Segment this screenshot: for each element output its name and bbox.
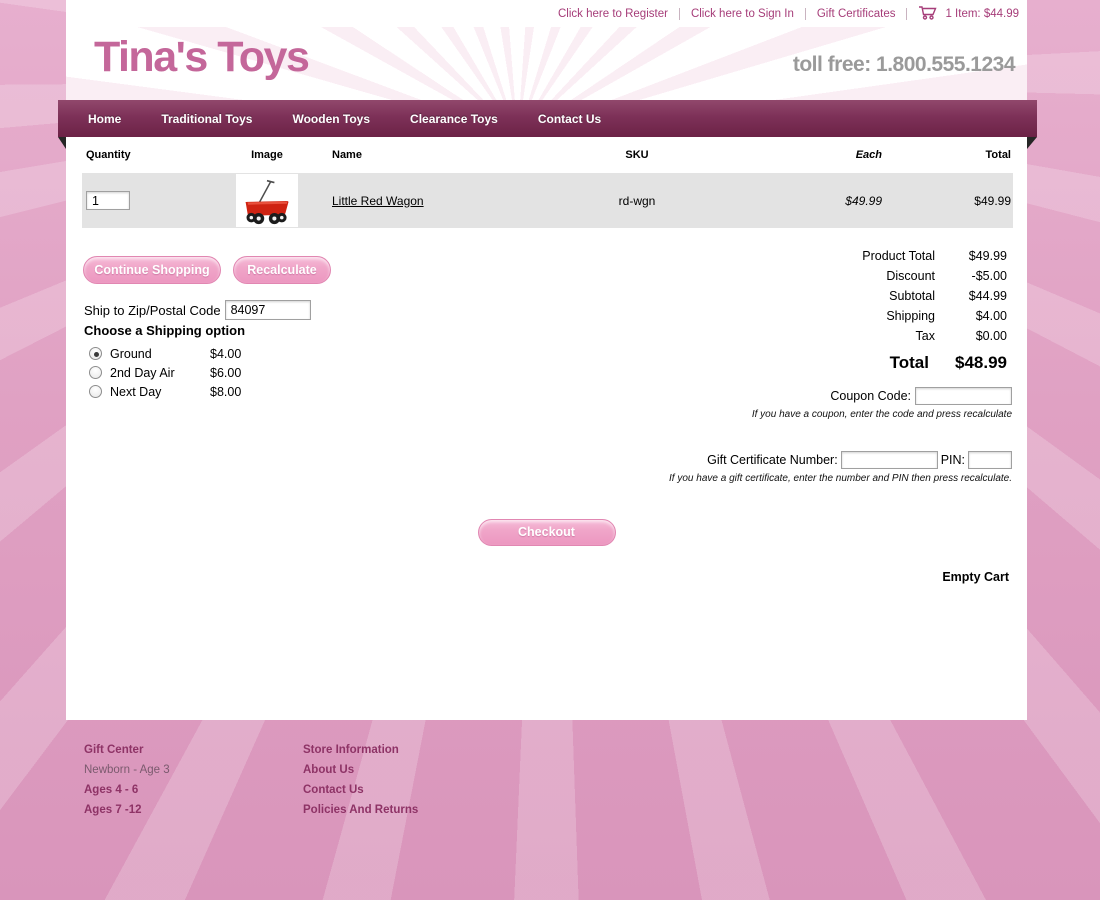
tax-label: Tax xyxy=(915,329,935,343)
gift-certificate-label: Gift Certificate Number: xyxy=(707,453,838,467)
total-row-shipping: Shipping $4.00 xyxy=(862,309,1007,329)
cart-item-row: Little Red Wagon rd-wgn $49.99 $49.99 xyxy=(82,173,1013,228)
2nd-day-air-label: 2nd Day Air xyxy=(110,365,175,380)
discount-label: Discount xyxy=(886,269,935,283)
product-name-link[interactable]: Little Red Wagon xyxy=(332,193,424,208)
subtotal-label: Subtotal xyxy=(889,289,935,303)
gift-certificate-input[interactable] xyxy=(840,451,938,469)
ground-label: Ground xyxy=(110,346,152,361)
header-each: Each xyxy=(855,149,882,161)
footer-link-about-us[interactable]: About Us xyxy=(303,764,355,776)
shipping-option-next-day: Next Day $8.00 xyxy=(84,382,245,401)
pin-input[interactable] xyxy=(968,451,1012,469)
shipping-label: Shipping xyxy=(886,309,935,323)
utility-bar: Click here to Register Click here to Sig… xyxy=(66,0,1027,27)
header-total: Total xyxy=(985,149,1011,161)
checkout-area: Checkout xyxy=(66,519,1027,546)
product-image[interactable] xyxy=(236,174,298,227)
checkout-button[interactable]: Checkout xyxy=(477,519,616,546)
header-image: Image xyxy=(251,149,283,161)
grand-total-value: $48.99 xyxy=(955,353,1007,372)
cart-table: Quantity Image Name SKU Each Total xyxy=(82,149,1013,228)
product-each-price: $49.99 xyxy=(845,193,882,208)
separator xyxy=(678,7,680,20)
footer-column-gift-center: Gift Center Newborn - Age 3 Ages 4 - 6 A… xyxy=(84,744,170,824)
cart-summary-text: 1 Item: $44.99 xyxy=(945,7,1019,20)
main-nav: Home Traditional Toys Wooden Toys Cleara… xyxy=(58,100,1037,137)
next-day-price: $8.00 xyxy=(210,384,242,399)
nav-item-traditional-toys[interactable]: Traditional Toys xyxy=(161,111,253,126)
quantity-input[interactable] xyxy=(86,191,130,210)
product-total-value: $49.99 xyxy=(968,249,1007,263)
toll-free-number: toll free: 1.800.555.1234 xyxy=(792,53,1016,76)
tax-value: $0.00 xyxy=(975,329,1007,343)
footer-column-store-information: Store Information About Us Contact Us Po… xyxy=(303,744,418,824)
footer-link-contact-us[interactable]: Contact Us xyxy=(303,784,364,796)
nav-item-contact-us[interactable]: Contact Us xyxy=(537,111,602,126)
grand-total-row: Total $48.99 xyxy=(862,349,1007,377)
empty-cart-link[interactable]: Empty Cart xyxy=(942,570,1009,584)
total-row-product-total: Product Total $49.99 xyxy=(862,249,1007,269)
coupon-note: If you have a coupon, enter the code and… xyxy=(751,409,1012,420)
ground-radio[interactable] xyxy=(89,347,102,360)
grand-total-label: Total xyxy=(889,353,929,372)
discount-value: -$5.00 xyxy=(971,269,1007,283)
register-link[interactable]: Click here to Register xyxy=(558,7,668,20)
cart-table-header: Quantity Image Name SKU Each Total xyxy=(82,149,1013,169)
gift-certificate-row: Gift Certificate Number: PIN: xyxy=(707,451,1012,469)
footer-title-store-information[interactable]: Store Information xyxy=(303,744,399,756)
cart-actions: Continue Shopping Recalculate xyxy=(83,256,331,284)
next-day-radio[interactable] xyxy=(89,385,102,398)
zip-input[interactable] xyxy=(224,300,311,320)
gift-certificates-link[interactable]: Gift Certificates xyxy=(816,7,896,20)
subtotal-value: $44.99 xyxy=(968,289,1007,303)
red-wagon-illustration xyxy=(245,179,289,224)
gift-certificate-note: If you have a gift certificate, enter th… xyxy=(669,473,1012,484)
separator xyxy=(906,7,908,20)
separator xyxy=(804,7,806,20)
total-row-tax: Tax $0.00 xyxy=(862,329,1007,349)
continue-shopping-button[interactable]: Continue Shopping xyxy=(83,256,221,284)
ground-price: $4.00 xyxy=(210,346,242,361)
header: Tina's Toys toll free: 1.800.555.1234 xyxy=(66,27,1027,100)
header-name: Name xyxy=(332,149,362,161)
coupon-input[interactable] xyxy=(915,387,1012,405)
product-total-label: Product Total xyxy=(862,249,935,263)
shipping-options-title: Choose a Shipping option xyxy=(84,323,246,338)
footer-link-newborn-age-3[interactable]: Newborn - Age 3 xyxy=(84,764,170,776)
coupon-row: Coupon Code: xyxy=(830,387,1012,405)
footer-link-ages-4-6[interactable]: Ages 4 - 6 xyxy=(84,784,139,796)
sign-in-link[interactable]: Click here to Sign In xyxy=(690,7,794,20)
header-quantity: Quantity xyxy=(86,149,131,161)
shipping-option-ground: Ground $4.00 xyxy=(84,344,245,363)
footer-title-gift-center[interactable]: Gift Center xyxy=(84,744,144,756)
shipping-options: Choose a Shipping option Ground $4.00 2n… xyxy=(84,323,245,401)
site-logo[interactable]: Tina's Toys xyxy=(94,33,310,81)
cart-status[interactable]: 1 Item: $44.99 xyxy=(918,5,1019,23)
coupon-label: Coupon Code: xyxy=(830,389,911,403)
pin-label: PIN: xyxy=(940,453,965,467)
2nd-day-air-radio[interactable] xyxy=(89,366,102,379)
footer-link-policies-and-returns[interactable]: Policies And Returns xyxy=(303,804,419,816)
footer-link-ages-7-12[interactable]: Ages 7 -12 xyxy=(84,804,142,816)
shopping-cart-icon xyxy=(918,5,939,23)
shipping-option-2nd-day-air: 2nd Day Air $6.00 xyxy=(84,363,245,382)
ship-to-zip-row: Ship to Zip/Postal Code xyxy=(84,300,311,320)
nav-item-home[interactable]: Home xyxy=(88,111,122,126)
recalculate-button[interactable]: Recalculate xyxy=(233,256,331,284)
product-sku: rd-wgn xyxy=(618,193,656,208)
nav-item-wooden-toys[interactable]: Wooden Toys xyxy=(292,111,371,126)
product-total-price: $49.99 xyxy=(974,193,1011,208)
order-totals: Product Total $49.99 Discount -$5.00 Sub… xyxy=(862,249,1007,377)
next-day-label: Next Day xyxy=(110,384,162,399)
total-row-subtotal: Subtotal $44.99 xyxy=(862,289,1007,309)
zip-label: Ship to Zip/Postal Code xyxy=(84,302,221,318)
nav-item-clearance-toys[interactable]: Clearance Toys xyxy=(410,111,498,126)
header-sku: SKU xyxy=(625,149,649,161)
total-row-discount: Discount -$5.00 xyxy=(862,269,1007,289)
2nd-day-air-price: $6.00 xyxy=(210,365,242,380)
shipping-value: $4.00 xyxy=(975,309,1007,323)
content-area: Click here to Register Click here to Sig… xyxy=(58,0,1037,720)
